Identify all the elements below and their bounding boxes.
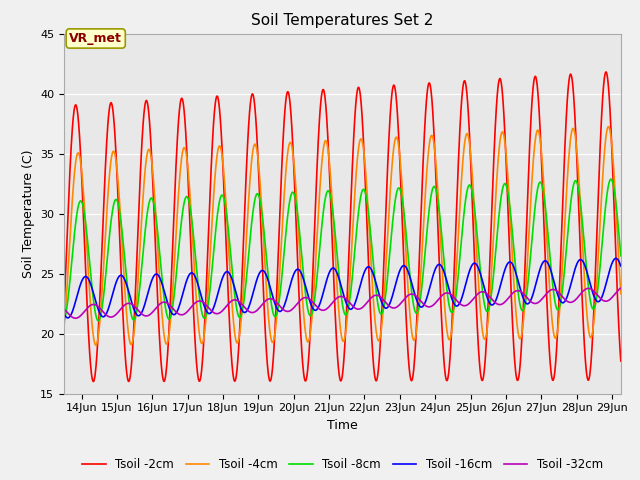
Tsoil -2cm (601, 73, 609, 79)
Tsoil -16cm (601, 286, 609, 292)
Tsoil -32cm (316, 307, 324, 312)
Tsoil -8cm (95, 318, 102, 324)
Tsoil -4cm (605, 124, 612, 130)
Tsoil -16cm (60, 311, 68, 316)
Legend: Tsoil -2cm, Tsoil -4cm, Tsoil -8cm, Tsoil -16cm, Tsoil -32cm: Tsoil -2cm, Tsoil -4cm, Tsoil -8cm, Tsoi… (77, 454, 607, 476)
Tsoil -2cm (331, 307, 339, 313)
Tsoil -8cm (617, 253, 625, 259)
Tsoil -2cm (90, 379, 97, 384)
Tsoil -4cm (601, 147, 609, 153)
Tsoil -8cm (601, 213, 609, 218)
Tsoil -2cm (601, 72, 609, 77)
Tsoil -16cm (617, 263, 625, 269)
Tsoil -4cm (499, 129, 506, 135)
Tsoil -8cm (316, 240, 324, 245)
Line: Tsoil -4cm: Tsoil -4cm (64, 127, 621, 345)
Tsoil -4cm (88, 325, 96, 331)
Title: Soil Temperatures Set 2: Soil Temperatures Set 2 (252, 13, 433, 28)
Tsoil -32cm (499, 301, 506, 307)
Tsoil -4cm (331, 248, 339, 254)
Tsoil -8cm (607, 176, 615, 182)
Text: VR_met: VR_met (69, 32, 122, 45)
X-axis label: Time: Time (327, 419, 358, 432)
Tsoil -16cm (89, 288, 97, 293)
Tsoil -16cm (331, 266, 339, 272)
Tsoil -32cm (601, 298, 609, 304)
Tsoil -32cm (72, 315, 79, 321)
Tsoil -4cm (617, 291, 625, 297)
Tsoil -8cm (499, 185, 506, 191)
Tsoil -32cm (60, 306, 68, 312)
Tsoil -8cm (331, 229, 339, 235)
Y-axis label: Soil Temperature (C): Soil Temperature (C) (22, 149, 35, 278)
Line: Tsoil -32cm: Tsoil -32cm (64, 288, 621, 318)
Line: Tsoil -16cm: Tsoil -16cm (64, 258, 621, 318)
Tsoil -8cm (88, 288, 96, 294)
Tsoil -8cm (601, 210, 609, 216)
Tsoil -32cm (601, 298, 609, 304)
Tsoil -32cm (89, 301, 97, 307)
Tsoil -2cm (617, 358, 625, 364)
Tsoil -32cm (331, 297, 339, 303)
Line: Tsoil -8cm: Tsoil -8cm (64, 179, 621, 321)
Tsoil -4cm (92, 342, 100, 348)
Tsoil -16cm (601, 285, 609, 291)
Tsoil -16cm (316, 300, 324, 306)
Tsoil -32cm (617, 285, 625, 291)
Tsoil -4cm (316, 180, 324, 186)
Tsoil -16cm (499, 274, 506, 280)
Tsoil -4cm (60, 324, 68, 330)
Tsoil -16cm (612, 255, 620, 261)
Tsoil -8cm (60, 318, 68, 324)
Tsoil -2cm (602, 69, 610, 75)
Tsoil -2cm (316, 106, 324, 111)
Tsoil -2cm (88, 377, 96, 383)
Tsoil -4cm (601, 144, 609, 149)
Tsoil -2cm (499, 94, 506, 100)
Tsoil -16cm (64, 315, 72, 321)
Line: Tsoil -2cm: Tsoil -2cm (64, 72, 621, 382)
Tsoil -2cm (60, 307, 68, 313)
